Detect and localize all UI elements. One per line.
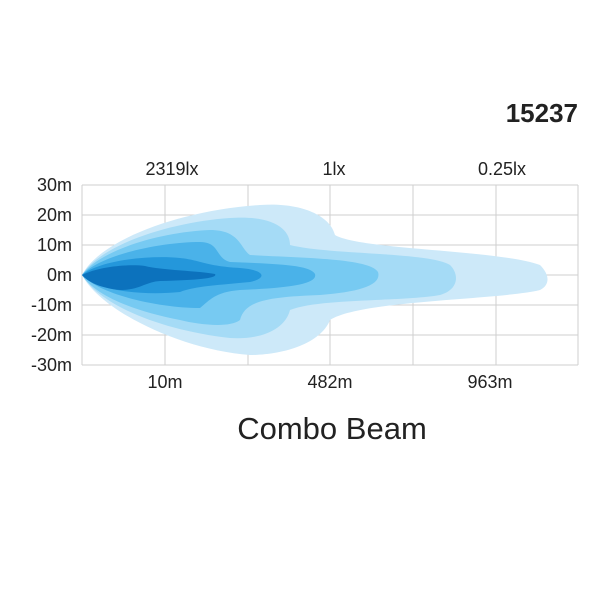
beam-shape: [82, 204, 548, 355]
distance-label: 10m: [147, 372, 182, 392]
y-label: 0m: [47, 265, 72, 285]
y-label: 20m: [37, 205, 72, 225]
beam-title: Combo Beam: [237, 411, 427, 446]
lux-label: 1lx: [322, 159, 345, 179]
y-label: 30m: [37, 175, 72, 195]
distance-label: 482m: [307, 372, 352, 392]
y-label: -10m: [31, 295, 72, 315]
beam-zone: [82, 265, 216, 290]
y-label: -20m: [31, 325, 72, 345]
y-label: 10m: [37, 235, 72, 255]
lux-label: 0.25lx: [478, 159, 526, 179]
model-number: 15237: [506, 98, 578, 128]
distance-label: 963m: [467, 372, 512, 392]
y-label: -30m: [31, 355, 72, 375]
lux-label: 2319lx: [145, 159, 198, 179]
